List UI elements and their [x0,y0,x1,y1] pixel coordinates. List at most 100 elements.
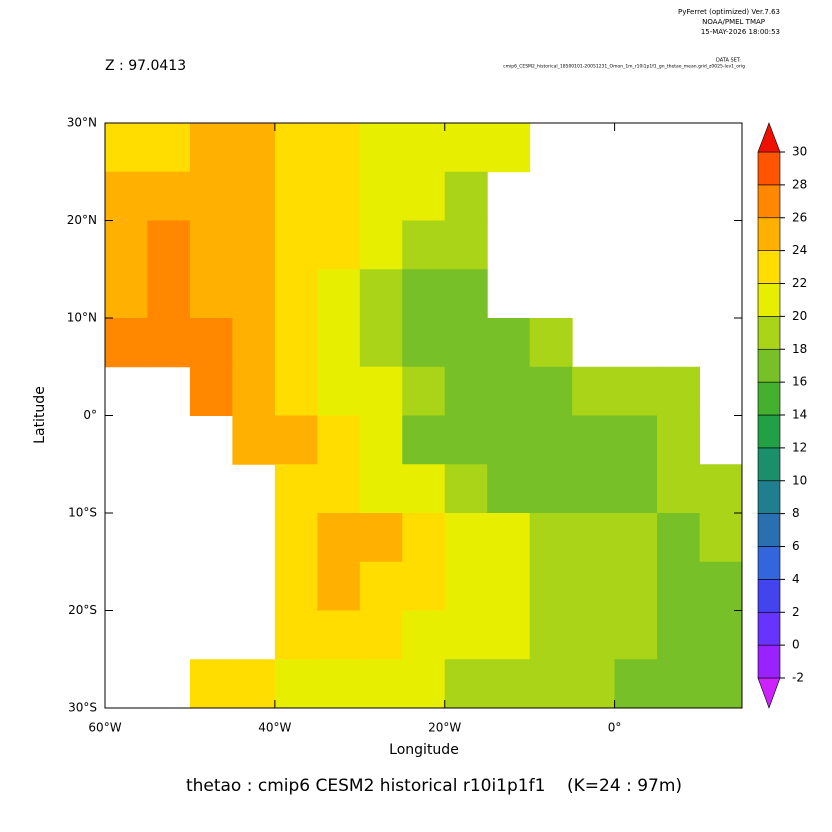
cell [274,415,318,465]
cell [359,659,403,709]
cell [487,659,531,709]
cell [487,513,531,563]
cell [359,610,403,660]
cell [274,318,318,368]
colorbar-band [757,381,781,416]
cell [359,464,403,514]
cell [614,513,658,563]
colorbar-band [757,611,781,646]
colorbar-band [757,414,781,449]
cell [614,366,658,416]
colorbar-tick-label: 18 [792,342,807,356]
cell [699,464,743,514]
cell [232,659,276,709]
cell [444,366,488,416]
cell [189,318,233,368]
cell [444,123,488,173]
cell [487,318,531,368]
cell [274,123,318,173]
cell [444,513,488,563]
cell [487,123,531,173]
cell [657,366,701,416]
cell [614,659,658,709]
x-tick-label: 40°W [258,721,291,735]
cell [317,610,361,660]
x-axis-label: Longitude [389,742,459,758]
cell [359,123,403,173]
cell [529,561,573,611]
cell [189,123,233,173]
cell [444,610,488,660]
colorbar-tick-label: 8 [792,506,800,520]
cell [274,171,318,221]
cell [614,610,658,660]
y-tick-label: 10°N [67,311,97,325]
colorbar-tick-label: -2 [792,671,804,685]
cell [444,561,488,611]
cell [572,415,616,465]
cell [487,610,531,660]
colorbar-tick-label: 28 [792,177,807,191]
colorbar-tick-label: 26 [792,210,807,224]
cell [274,269,318,319]
header-line: NOAA/PMEL TMAP [702,18,765,26]
colorbar-band [757,217,781,251]
y-tick-label: 20°N [67,213,97,227]
colorbar-band [757,151,781,186]
cell [444,464,488,514]
dataset-name: cmip6_CESM2_historical_18500101-20051231… [503,64,745,70]
colorbar-band [757,316,781,350]
cell [317,171,361,221]
cell [317,318,361,368]
chart-title: thetao : cmip6 CESM2 historical r10i1p1f… [186,776,682,796]
cell [317,220,361,270]
cell [105,269,148,319]
cell [699,659,743,709]
cell [529,464,573,514]
cell [699,513,743,563]
cell [189,171,233,221]
colorbar-band [757,348,781,383]
cell [232,123,276,173]
cell [402,513,446,563]
cell [317,123,361,173]
cell [572,659,616,709]
colorbar-tick-label: 12 [792,440,807,454]
cell [444,318,488,368]
colorbar-tick-label: 10 [792,473,807,487]
cell [105,123,148,173]
cell [402,659,446,709]
cell [105,220,148,270]
cell [232,220,276,270]
cell [572,610,616,660]
cell [359,513,403,563]
cell [529,415,573,465]
y-tick-label: 20°S [68,603,97,617]
cell [317,513,361,563]
cell [487,415,531,465]
cell [657,659,701,709]
cell [487,464,531,514]
colorbar-tick-label: 22 [792,276,807,290]
cell [317,269,361,319]
cell [317,659,361,709]
x-tick-label: 60°W [88,721,121,735]
colorbar-tick-label: 14 [792,408,807,422]
cell [147,171,191,221]
y-tick-label: 10°S [68,506,97,520]
cell [402,610,446,660]
cell [189,269,233,319]
cell [402,123,446,173]
cell [657,464,701,514]
cell [402,171,446,221]
cell [572,513,616,563]
colorbar-above [757,122,781,153]
cell [359,269,403,319]
cell [189,659,233,709]
cell [147,123,191,173]
cell [274,610,318,660]
field [105,123,743,709]
x-tick-label: 0° [608,721,622,735]
cell [317,464,361,514]
cell [105,171,148,221]
